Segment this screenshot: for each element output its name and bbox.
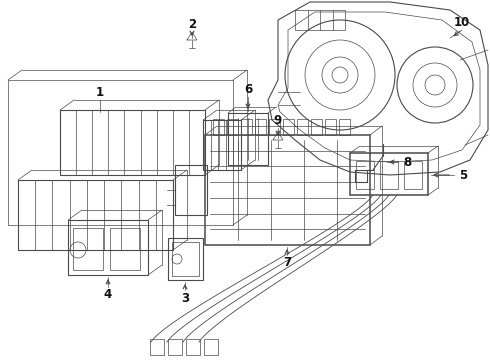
Bar [168,339,182,355]
Text: 2: 2 [188,18,196,31]
Bar [228,113,268,165]
Bar [213,119,224,135]
Bar [283,119,294,135]
Bar [255,119,266,135]
Bar [227,119,238,135]
Text: 3: 3 [181,292,189,305]
Bar [269,119,280,135]
Text: 4: 4 [104,288,112,302]
Bar [186,339,200,355]
Text: 8: 8 [403,156,411,168]
Bar [380,161,398,189]
Bar [350,153,428,195]
Bar [73,228,103,270]
Bar [110,228,140,270]
Bar [68,220,148,275]
Bar [150,339,164,355]
Bar [295,10,345,30]
Bar [204,339,218,355]
Text: 6: 6 [244,82,252,95]
Text: 10: 10 [454,15,470,28]
Bar [356,161,374,189]
Bar [311,119,322,135]
Bar [339,119,350,135]
Text: 7: 7 [283,256,291,270]
Bar [172,242,199,276]
Text: 5: 5 [459,168,467,181]
Bar [18,180,173,250]
Text: 9: 9 [274,113,282,126]
Bar [325,119,336,135]
Bar [297,119,308,135]
Bar [175,165,207,215]
Text: 1: 1 [96,86,104,99]
Bar [404,161,422,189]
Bar [241,119,252,135]
Bar [168,238,203,280]
Bar [205,135,370,245]
Bar [203,120,241,170]
Bar [60,110,205,175]
